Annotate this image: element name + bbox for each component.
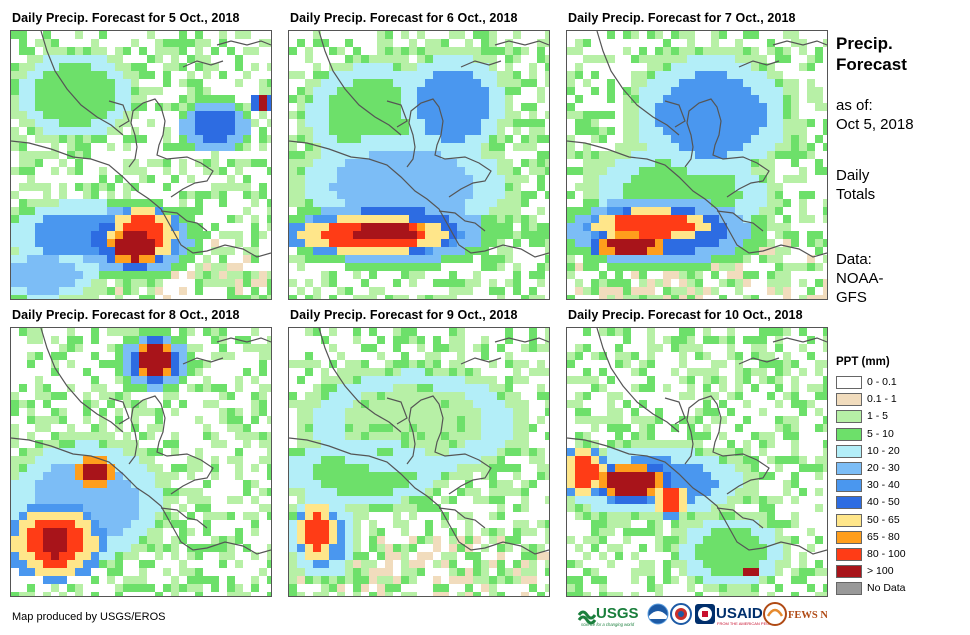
usgs-tagline: science for a changing world xyxy=(581,622,635,627)
map-oct9 xyxy=(288,327,550,597)
coastline xyxy=(11,328,271,555)
nws-logo xyxy=(670,603,692,625)
legend-swatch xyxy=(836,479,862,493)
map-oct10 xyxy=(566,327,828,597)
legend-swatch xyxy=(836,496,862,510)
panel-title-oct6: Daily Precip. Forecast for 6 Oct., 2018 xyxy=(290,11,518,25)
precip-grid xyxy=(289,328,549,596)
panel-title-oct9: Daily Precip. Forecast for 9 Oct., 2018 xyxy=(290,308,518,322)
precip-grid xyxy=(567,328,827,596)
map-oct8 xyxy=(10,327,272,597)
legend-title: PPT (mm) xyxy=(836,356,890,368)
panel-title-oct10: Daily Precip. Forecast for 10 Oct., 2018 xyxy=(568,308,803,322)
legend-label: 1 - 5 xyxy=(867,410,889,423)
noaa-logo xyxy=(647,603,669,625)
map-oct5 xyxy=(10,30,272,300)
precip-grid xyxy=(11,328,271,596)
legend-label: No Data xyxy=(867,582,906,595)
fewsnet-logo: FEWS NET xyxy=(763,602,827,626)
coastline xyxy=(567,31,827,258)
map-oct6 xyxy=(288,30,550,300)
coastline xyxy=(567,328,827,555)
sidebar-title: Precip. Forecast xyxy=(836,34,907,74)
legend-label: 65 - 80 xyxy=(867,530,900,543)
fewsnet-text: FEWS NET xyxy=(788,610,827,621)
daily-totals-label: Daily Totals xyxy=(836,167,876,203)
usgs-logo: USGS science for a changing world xyxy=(577,605,639,627)
usaid-logo: USAID FROM THE AMERICAN PEOPLE xyxy=(695,604,777,626)
legend-label: 0 - 0.1 xyxy=(867,376,897,388)
usaid-tagline: FROM THE AMERICAN PEOPLE xyxy=(717,621,777,626)
legend-swatch xyxy=(836,513,862,527)
legend-swatch xyxy=(836,427,862,441)
agency-logos: USGS science for a changing world USAID … xyxy=(577,602,827,627)
legend-label: 30 - 40 xyxy=(867,479,900,492)
legend-swatch xyxy=(836,410,862,424)
legend-swatch xyxy=(836,462,862,475)
data-source-label: Data: NOAA- GFS xyxy=(836,251,884,306)
legend-label: 0.1 - 1 xyxy=(867,393,897,406)
legend-swatch xyxy=(836,530,862,544)
legend-label: 10 - 20 xyxy=(867,444,900,457)
legend-swatch xyxy=(836,393,862,407)
coastline xyxy=(289,31,549,258)
map-oct7 xyxy=(566,30,828,300)
legend-label: 80 - 100 xyxy=(867,548,906,560)
panel-title-oct5: Daily Precip. Forecast for 5 Oct., 2018 xyxy=(12,11,240,25)
legend-swatch xyxy=(836,548,862,561)
legend-label: 50 - 65 xyxy=(867,513,900,526)
usgs-text: USGS xyxy=(596,605,639,622)
legend-label: > 100 xyxy=(867,565,894,578)
legend-swatch xyxy=(836,444,862,458)
panel-title-oct7: Daily Precip. Forecast for 7 Oct., 2018 xyxy=(568,11,796,25)
credit-text: Map produced by USGS/EROS xyxy=(12,611,166,623)
legend-swatch xyxy=(836,376,862,389)
legend-swatch xyxy=(836,582,862,596)
legend-swatch xyxy=(836,565,862,579)
precip-grid xyxy=(289,31,549,299)
usaid-text: USAID xyxy=(716,605,763,622)
precip-grid xyxy=(11,31,271,299)
precip-grid xyxy=(567,31,827,299)
legend-label: 20 - 30 xyxy=(867,462,900,474)
coastline xyxy=(289,328,549,555)
as-of-label: as of: Oct 5, 2018 xyxy=(836,97,914,133)
legend-label: 40 - 50 xyxy=(867,496,900,509)
panel-title-oct8: Daily Precip. Forecast for 8 Oct., 2018 xyxy=(12,308,240,322)
coastline xyxy=(11,31,271,258)
legend-label: 5 - 10 xyxy=(867,427,894,440)
